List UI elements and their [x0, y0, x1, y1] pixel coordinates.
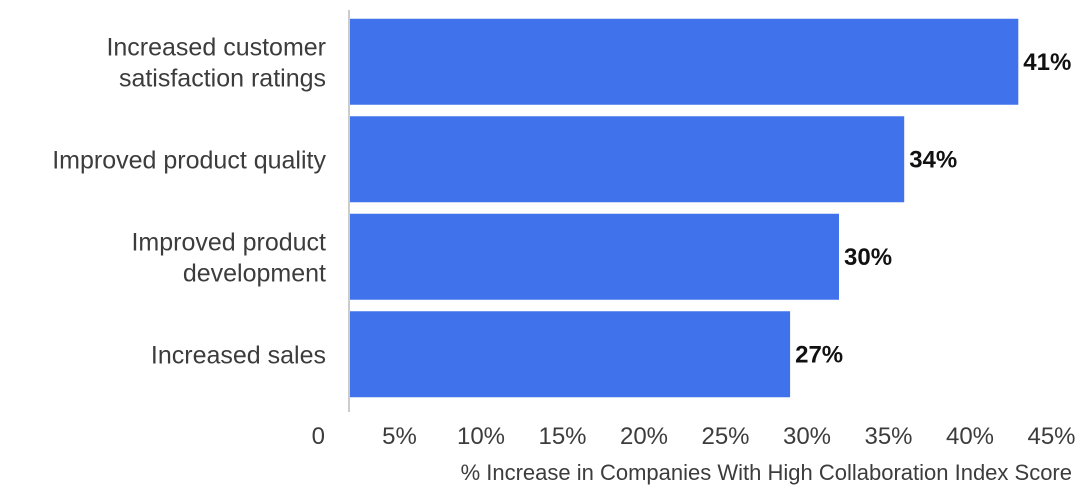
x-tick-label-10: 45%: [1027, 423, 1075, 450]
x-tick-label-2: 5%: [382, 423, 417, 450]
x-tick-label-1: 0: [312, 423, 325, 450]
category-labels: Increased customer satisfaction ratings Im…: [52, 33, 326, 369]
value-label-1: 41%: [1023, 49, 1071, 76]
category-label-1-line-1: Increased customer: [106, 33, 326, 61]
x-axis-ticks: 0 5% 10% 15% 20% 25% 30% 35% 40% 45%: [312, 423, 1076, 450]
x-tick-label-7: 30%: [783, 423, 831, 450]
value-labels: 41% 34% 30% 27%: [795, 49, 1071, 369]
bar-4: [350, 311, 791, 398]
bar-2: [350, 116, 905, 203]
category-label-4-line-1: Increased sales: [151, 341, 326, 369]
category-label-1-line-2: satisfaction ratings: [119, 64, 326, 92]
category-label-2-line-1: Improved product quality: [52, 146, 326, 174]
value-label-3: 30%: [844, 244, 892, 271]
x-tick-label-5: 20%: [620, 423, 668, 450]
x-tick-label-9: 40%: [946, 423, 994, 450]
bar-3: [350, 213, 839, 300]
x-axis-title: % Increase in Companies With High Collab…: [461, 460, 1072, 485]
value-label-4: 27%: [795, 341, 843, 368]
x-tick-label-6: 25%: [701, 423, 749, 450]
x-tick-label-3: 10%: [457, 423, 505, 450]
bar-1: [350, 18, 1019, 105]
value-label-2: 34%: [909, 146, 957, 173]
x-tick-label-8: 35%: [864, 423, 912, 450]
x-tick-label-4: 15%: [538, 423, 586, 450]
category-label-3-line-2: development: [183, 259, 326, 287]
category-label-3-line-1: Improved product: [131, 228, 326, 256]
bars-layer: [350, 18, 1019, 398]
